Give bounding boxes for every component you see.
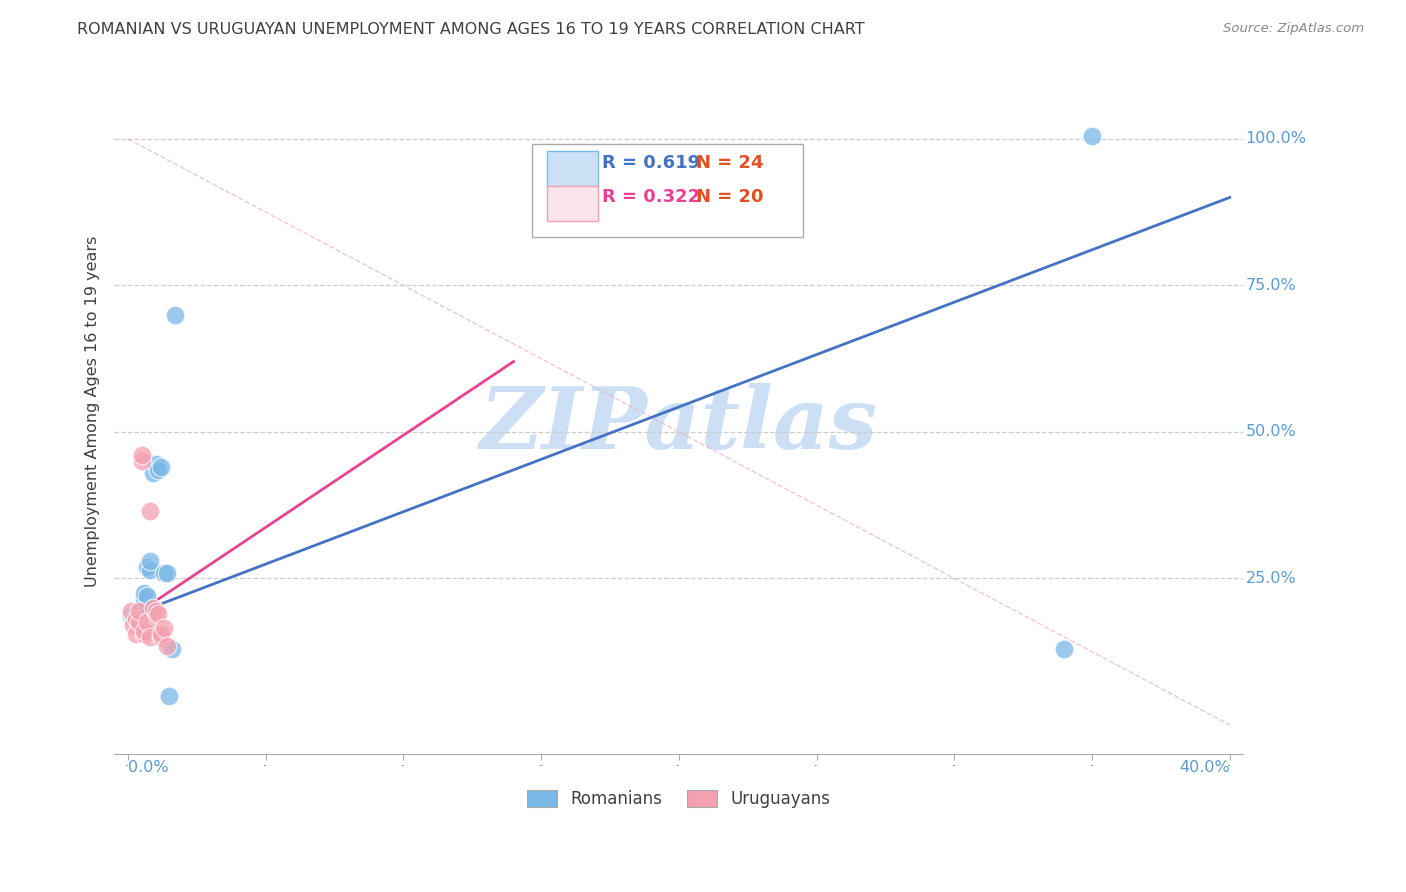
Y-axis label: Unemployment Among Ages 16 to 19 years: Unemployment Among Ages 16 to 19 years (86, 235, 100, 587)
Text: N = 24: N = 24 (696, 154, 763, 172)
Text: 40.0%: 40.0% (1180, 760, 1230, 775)
Point (148, 607, 170, 621)
Point (148, 463, 170, 477)
Point (128, 609, 150, 624)
Point (142, 600, 165, 615)
Point (120, 604, 142, 618)
FancyBboxPatch shape (531, 144, 803, 236)
Point (134, 586, 156, 600)
Text: R = 0.619: R = 0.619 (602, 154, 700, 172)
Point (120, 609, 142, 624)
Text: 25.0%: 25.0% (1246, 571, 1296, 586)
Point (136, 615, 159, 630)
Text: 100.0%: 100.0% (1246, 131, 1306, 146)
Point (150, 630, 173, 644)
Text: 75.0%: 75.0% (1246, 278, 1296, 293)
Point (128, 615, 150, 630)
Point (131, 600, 153, 615)
Text: 0.0%: 0.0% (128, 760, 169, 775)
Text: Source: ZipAtlas.com: Source: ZipAtlas.com (1223, 22, 1364, 36)
Point (155, 639, 177, 653)
Point (160, 641, 183, 656)
Point (136, 559, 159, 574)
FancyBboxPatch shape (547, 152, 598, 187)
Point (125, 627, 148, 641)
Text: ROMANIAN VS URUGUAYAN UNEMPLOYMENT AMONG AGES 16 TO 19 YEARS CORRELATION CHART: ROMANIAN VS URUGUAYAN UNEMPLOYMENT AMONG… (77, 22, 865, 37)
Text: ZIPatlas: ZIPatlas (479, 384, 877, 467)
Point (142, 466, 165, 480)
Legend: Romanians, Uruguayans: Romanians, Uruguayans (520, 783, 837, 814)
FancyBboxPatch shape (547, 186, 598, 221)
Text: 50.0%: 50.0% (1246, 425, 1296, 440)
Point (134, 624, 156, 639)
Point (136, 589, 159, 603)
Point (152, 566, 174, 580)
Point (139, 630, 162, 644)
Point (139, 554, 162, 568)
Point (128, 615, 150, 630)
Point (1053, 641, 1076, 656)
Point (131, 604, 153, 618)
Text: N = 20: N = 20 (696, 188, 763, 206)
Point (131, 448, 153, 462)
Point (152, 621, 174, 635)
Point (150, 460, 173, 475)
Point (155, 566, 177, 580)
Text: R = 0.322: R = 0.322 (602, 188, 700, 206)
Point (134, 591, 156, 606)
Point (1081, 128, 1104, 143)
Point (139, 504, 162, 518)
Point (125, 607, 148, 621)
Point (134, 627, 156, 641)
Point (131, 454, 153, 468)
Point (122, 618, 145, 632)
Point (125, 612, 148, 626)
Point (145, 604, 167, 618)
Point (150, 627, 173, 641)
Point (145, 457, 167, 471)
Point (163, 308, 186, 322)
Point (139, 563, 162, 577)
Point (128, 604, 150, 618)
Point (122, 612, 145, 626)
Point (157, 689, 180, 703)
